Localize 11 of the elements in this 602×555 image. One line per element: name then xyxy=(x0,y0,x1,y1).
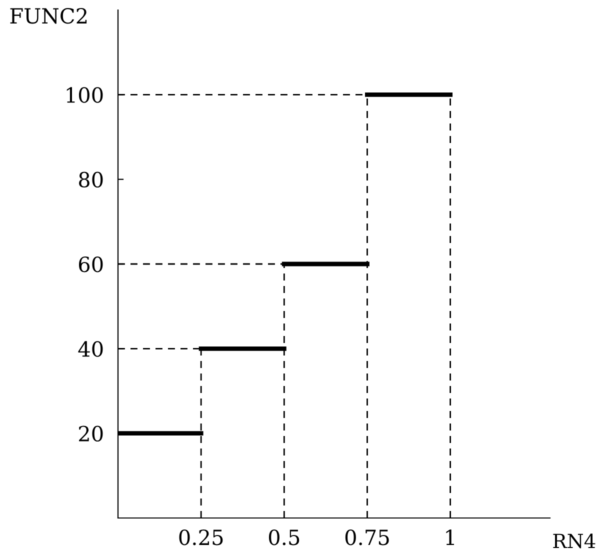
y-tick-label: 80 xyxy=(78,172,103,188)
x-axis-title: RN4 xyxy=(553,534,596,548)
y-axis-title: FUNC2 xyxy=(10,8,87,24)
x-tick-label: 1 xyxy=(446,529,454,545)
x-tick-label: 0.25 xyxy=(179,529,223,546)
y-tick-label: 60 xyxy=(78,256,103,272)
x-tick-label: 0.5 xyxy=(268,529,300,546)
y-tick-label: 40 xyxy=(78,341,103,357)
y-tick-label: 20 xyxy=(79,426,103,442)
y-tick-label: 100 xyxy=(66,87,103,103)
x-tick-label: 0.75 xyxy=(345,529,389,546)
